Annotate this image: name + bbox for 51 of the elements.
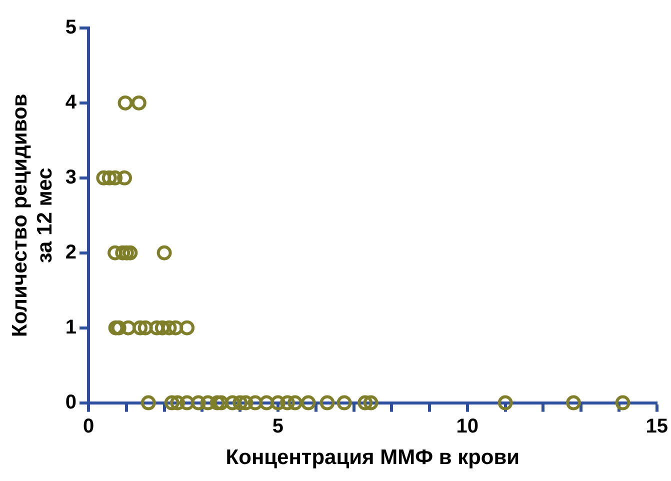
point: [320, 395, 335, 410]
point: [259, 395, 274, 410]
point: [170, 395, 186, 410]
point: [149, 320, 164, 336]
x-tick-label: 0: [82, 415, 94, 438]
point: [358, 395, 373, 410]
point: [96, 170, 112, 186]
point: [615, 395, 630, 410]
y-tick-label: 4: [65, 91, 78, 114]
point: [162, 320, 177, 336]
point: [140, 395, 156, 410]
point: [190, 395, 206, 410]
point: [131, 95, 146, 110]
y-tick-label: 5: [65, 16, 77, 39]
point: [138, 320, 153, 336]
point: [225, 395, 240, 410]
x-tick-label: 15: [646, 415, 668, 438]
point: [248, 395, 263, 410]
x-tick-label: 5: [272, 415, 284, 438]
point: [102, 170, 117, 186]
point: [108, 245, 123, 260]
point: [288, 395, 303, 410]
point: [336, 395, 352, 410]
y-tick-label: 3: [65, 166, 77, 188]
point: [132, 320, 148, 336]
point: [270, 395, 286, 410]
y-tick-label: 1: [65, 316, 77, 338]
point: [280, 395, 295, 410]
point: [300, 395, 316, 410]
point: [210, 395, 225, 410]
point: [156, 245, 172, 260]
point: [118, 95, 133, 110]
point: [498, 395, 513, 410]
point: [117, 170, 132, 186]
point: [363, 395, 378, 410]
point: [232, 395, 248, 410]
point: [566, 395, 582, 410]
y-tick-label: 2: [65, 241, 77, 264]
point: [180, 395, 195, 410]
point: [168, 320, 184, 336]
y-tick-label: 0: [65, 391, 77, 414]
point: [180, 320, 195, 336]
point: [154, 320, 170, 336]
point: [108, 320, 124, 336]
point: [122, 245, 138, 260]
x-tick-label: 10: [456, 415, 479, 438]
point: [164, 395, 180, 410]
point: [200, 395, 216, 410]
point: [238, 395, 254, 410]
y-axis-title: Количество рецидивов за 12 мес: [8, 94, 57, 337]
x-axis-title: Концентрация ММФ в крови: [226, 446, 520, 470]
